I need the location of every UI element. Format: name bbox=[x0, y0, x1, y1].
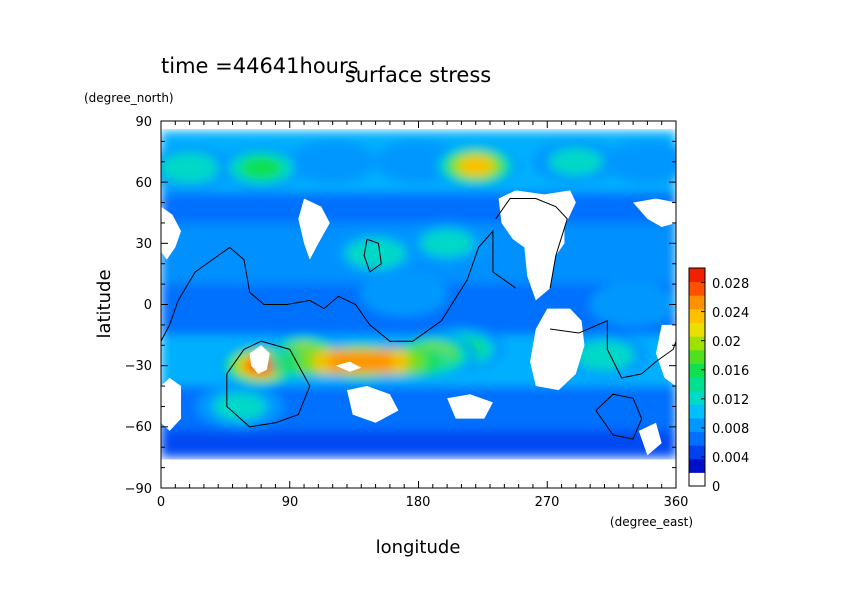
coastline bbox=[595, 393, 643, 440]
colorbar-cell bbox=[689, 349, 705, 364]
stress-hotspot bbox=[420, 229, 475, 258]
colorbar-cell bbox=[689, 445, 705, 460]
stress-field bbox=[161, 121, 676, 488]
y-tick-label: −60 bbox=[125, 420, 152, 435]
low-stress-area bbox=[161, 377, 182, 431]
coastline bbox=[226, 340, 311, 428]
colorbar-cell bbox=[689, 363, 705, 378]
y-tick-labels: 90 60 30 0 −30 −60 −90 bbox=[125, 115, 152, 497]
low-stress-area bbox=[655, 324, 676, 387]
y-tick-label: −30 bbox=[125, 359, 152, 374]
low-stress-area bbox=[161, 206, 182, 260]
stress-hotspot bbox=[212, 392, 267, 421]
axis-ticks bbox=[160, 120, 677, 489]
colorbar-cell bbox=[689, 404, 705, 419]
coastlines bbox=[161, 197, 676, 440]
colorbar-cell bbox=[689, 458, 705, 473]
colorbar-tick-label: 0.02 bbox=[712, 335, 741, 350]
x-tick-label: 270 bbox=[535, 495, 560, 510]
low-stress-area bbox=[498, 190, 576, 301]
colorbar-cell bbox=[689, 281, 705, 296]
low-stress-area bbox=[249, 345, 270, 374]
field-band bbox=[161, 430, 676, 458]
stress-hotspot bbox=[548, 147, 603, 176]
x-tick-label: 180 bbox=[406, 495, 431, 510]
x-tick-label: 90 bbox=[282, 495, 299, 510]
coastline bbox=[363, 238, 382, 273]
x-tick-label: 360 bbox=[664, 495, 689, 510]
low-stress-area bbox=[298, 198, 330, 260]
coastline bbox=[161, 229, 517, 342]
stress-hotspot bbox=[589, 282, 676, 327]
stress-hotspot bbox=[288, 139, 377, 184]
y-axis-label: latitude bbox=[94, 269, 115, 338]
y-tick-label: 90 bbox=[135, 115, 152, 130]
x-axis-label: longitude bbox=[376, 537, 461, 558]
coastline bbox=[495, 197, 568, 289]
y-tick-label: 30 bbox=[135, 237, 152, 252]
colorbar-cell bbox=[689, 295, 705, 310]
stress-hotspot bbox=[345, 237, 406, 270]
x-unit-label: (degree_east) bbox=[610, 515, 693, 529]
low-stress-area bbox=[633, 198, 676, 228]
low-stress-area bbox=[335, 361, 362, 372]
low-stress-area bbox=[638, 422, 662, 456]
y-unit-label: (degree_north) bbox=[84, 91, 174, 105]
low-stress-area bbox=[346, 386, 399, 423]
colorbar-tick-label: 0.004 bbox=[712, 451, 749, 466]
colorbar-tick-label: 0.008 bbox=[712, 422, 749, 437]
stress-hotspot bbox=[574, 339, 635, 372]
colorbar-tick-label: 0.024 bbox=[712, 306, 749, 321]
x-tick-labels: 0 90 180 270 360 bbox=[157, 495, 689, 510]
colorbar-cell bbox=[689, 336, 705, 351]
colorbar-cell bbox=[689, 472, 705, 487]
colorbar-frame bbox=[688, 267, 706, 487]
colorbar-tick-label: 0.016 bbox=[712, 364, 749, 379]
low-stress-area bbox=[447, 394, 493, 419]
colorbar-cell bbox=[689, 431, 705, 446]
x-tick-label: 0 bbox=[157, 495, 165, 510]
colorbar-tick-labels: 0 0.004 0.008 0.012 0.016 0.02 0.024 0.0… bbox=[712, 277, 749, 495]
stress-hotspot bbox=[360, 272, 449, 317]
stress-hotspot bbox=[239, 156, 283, 180]
y-tick-label: 60 bbox=[135, 176, 152, 191]
colorbar-cell bbox=[689, 377, 705, 392]
y-tick-label: −90 bbox=[125, 482, 152, 497]
colorbar-tick-label: 0 bbox=[712, 480, 720, 495]
low-stress-area bbox=[530, 308, 585, 391]
time-label: time =44641hours bbox=[161, 54, 359, 78]
stress-hotspot bbox=[161, 152, 221, 184]
colorbar-cell bbox=[689, 322, 705, 337]
low-stress-area bbox=[161, 459, 676, 488]
colorbar-cell bbox=[689, 390, 705, 405]
colorbar-tick-label: 0.012 bbox=[712, 393, 749, 408]
colorbar: 0 0.004 0.008 0.012 0.016 0.02 0.024 0.0… bbox=[688, 267, 749, 495]
stress-hotspot bbox=[603, 139, 676, 184]
coastline bbox=[550, 320, 676, 379]
chart-title: surface stress bbox=[345, 63, 491, 87]
colorbar-cell bbox=[689, 308, 705, 323]
colorbar-cell bbox=[689, 268, 705, 283]
stress-hotspot bbox=[458, 156, 493, 176]
southern-jet bbox=[329, 351, 394, 373]
y-tick-label: 0 bbox=[144, 298, 152, 313]
colorbar-cell bbox=[689, 417, 705, 432]
colorbar-tick-label: 0.028 bbox=[712, 277, 749, 292]
